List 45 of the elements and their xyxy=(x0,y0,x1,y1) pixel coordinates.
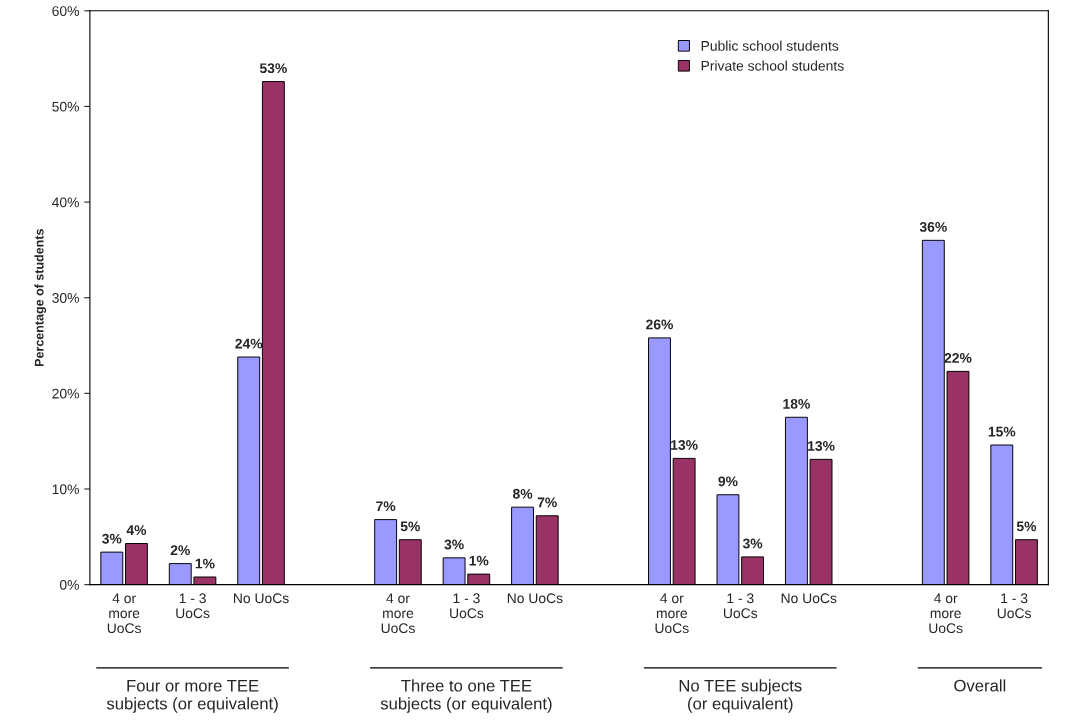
data-label: 26% xyxy=(646,319,674,330)
x-tick-label: 4 or more UoCs xyxy=(655,593,689,634)
x-tick-label: No UoCs xyxy=(507,593,563,604)
text: Overall xyxy=(954,679,1006,692)
x-tick-label: No UoCs xyxy=(234,593,289,604)
y-tick-label: 10% xyxy=(52,484,79,495)
x-tick-label: 1 - 3 UoCs xyxy=(997,593,1031,619)
data-label: 8% xyxy=(512,488,533,499)
data-label: 7% xyxy=(376,501,396,512)
x-tick-label: 1 - 3 UoCs xyxy=(176,593,210,619)
data-label: 2% xyxy=(170,545,190,556)
data-label: 18% xyxy=(783,398,810,409)
data-label: 3% xyxy=(102,533,122,544)
text: Three to one TEE subjects (or equivalent) xyxy=(380,679,552,713)
x-tick-label: 4 or more UoCs xyxy=(381,593,415,634)
legend-label: Private school students xyxy=(701,60,844,71)
data-label: 4% xyxy=(126,525,147,535)
y-axis-title: Percentage of students xyxy=(34,229,47,366)
x-tick-label: 1 - 3 UoCs xyxy=(723,593,758,619)
y-tick-label: 30% xyxy=(52,293,79,303)
data-label: 1% xyxy=(469,555,489,566)
x-tick-label: 4 or more UoCs xyxy=(107,593,141,634)
x-tick-label: No UoCs xyxy=(781,593,837,604)
data-label: 53% xyxy=(259,63,287,74)
y-tick-label: 20% xyxy=(52,388,79,399)
data-label: 5% xyxy=(1016,521,1037,532)
data-label: 3% xyxy=(444,539,464,550)
x-tick-label: 1 - 3 UoCs xyxy=(450,593,484,619)
data-label: 3% xyxy=(742,538,763,549)
text: No TEE subjects (or equivalent) xyxy=(679,679,802,713)
data-label: 15% xyxy=(988,426,1016,437)
data-label: 7% xyxy=(537,497,557,508)
data-label: 13% xyxy=(671,440,698,450)
y-tick-label: 40% xyxy=(51,197,79,208)
y-tick-label: 0% xyxy=(59,579,79,590)
data-label: 1% xyxy=(195,558,215,569)
data-label: 36% xyxy=(919,222,947,232)
x-tick-label: 4 or more UoCs xyxy=(929,593,963,634)
y-tick-label: 60% xyxy=(52,6,79,16)
text: Four or more TEE subjects (or equivalent) xyxy=(106,679,278,713)
data-label: 5% xyxy=(400,521,420,532)
data-label: 9% xyxy=(718,476,738,487)
data-label: 13% xyxy=(808,441,835,451)
y-tick-label: 50% xyxy=(52,101,79,112)
legend-label: Public school students xyxy=(701,40,839,51)
